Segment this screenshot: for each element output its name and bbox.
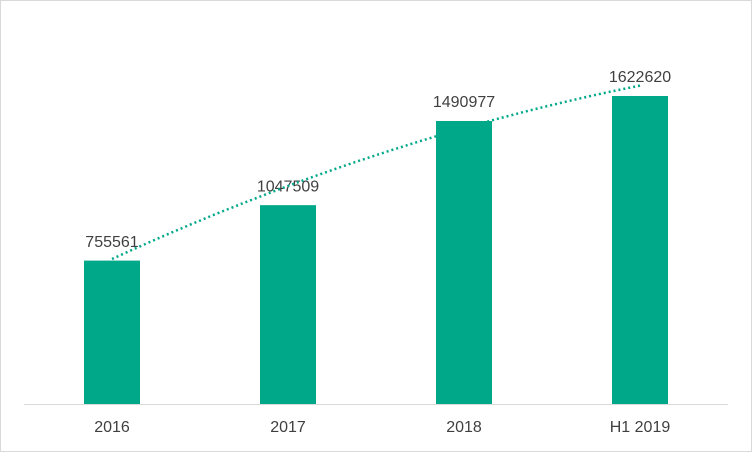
bar <box>612 96 668 404</box>
bar <box>436 120 492 404</box>
bar <box>260 205 316 404</box>
data-label: 1622620 <box>609 69 671 86</box>
data-label: 755561 <box>85 234 138 251</box>
x-tick-label: 2018 <box>446 419 482 436</box>
x-tick-label: H1 2019 <box>610 419 671 436</box>
data-label: 1490977 <box>433 94 495 111</box>
bar <box>84 260 140 404</box>
x-tick-label: 2016 <box>94 419 130 436</box>
trendline <box>111 84 641 261</box>
x-tick-label: 2017 <box>270 419 306 436</box>
